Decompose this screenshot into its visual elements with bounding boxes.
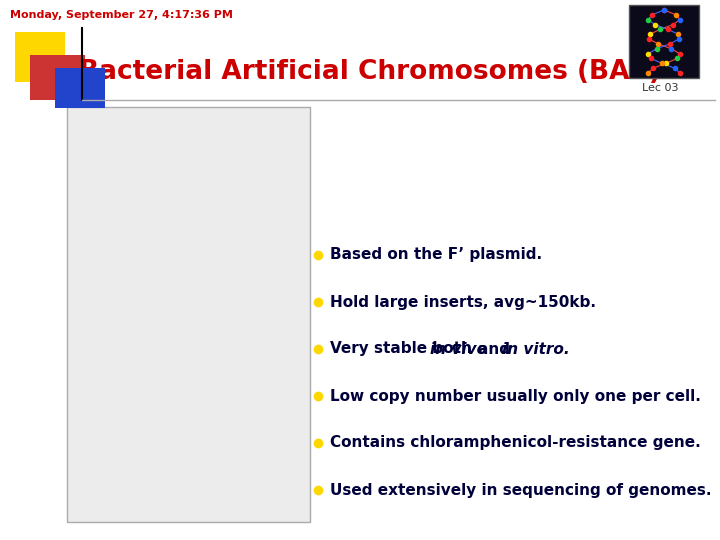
Text: Hold large inserts, avg~150kb.: Hold large inserts, avg~150kb. <box>330 294 596 309</box>
Bar <box>30 55 85 100</box>
Text: in vivo: in vivo <box>430 341 487 356</box>
Text: in vitro.: in vitro. <box>502 341 570 356</box>
Text: Bacterial Artificial Chromosomes (BAC): Bacterial Artificial Chromosomes (BAC) <box>79 59 661 85</box>
Bar <box>55 68 105 108</box>
Bar <box>67 107 310 522</box>
Text: Low copy number usually only one per cell.: Low copy number usually only one per cel… <box>330 388 701 403</box>
Bar <box>629 5 699 78</box>
Text: Based on the F’ plasmid.: Based on the F’ plasmid. <box>330 247 542 262</box>
Text: and: and <box>478 341 516 356</box>
Text: Used extensively in sequencing of genomes.: Used extensively in sequencing of genome… <box>330 483 711 497</box>
Text: Contains chloramphenicol-resistance gene.: Contains chloramphenicol-resistance gene… <box>330 435 701 450</box>
Text: Monday, September 27, 4:17:36 PM: Monday, September 27, 4:17:36 PM <box>10 10 233 20</box>
Text: Lec 03: Lec 03 <box>642 83 678 93</box>
Text: Very stable both: Very stable both <box>330 341 477 356</box>
Bar <box>15 32 65 82</box>
